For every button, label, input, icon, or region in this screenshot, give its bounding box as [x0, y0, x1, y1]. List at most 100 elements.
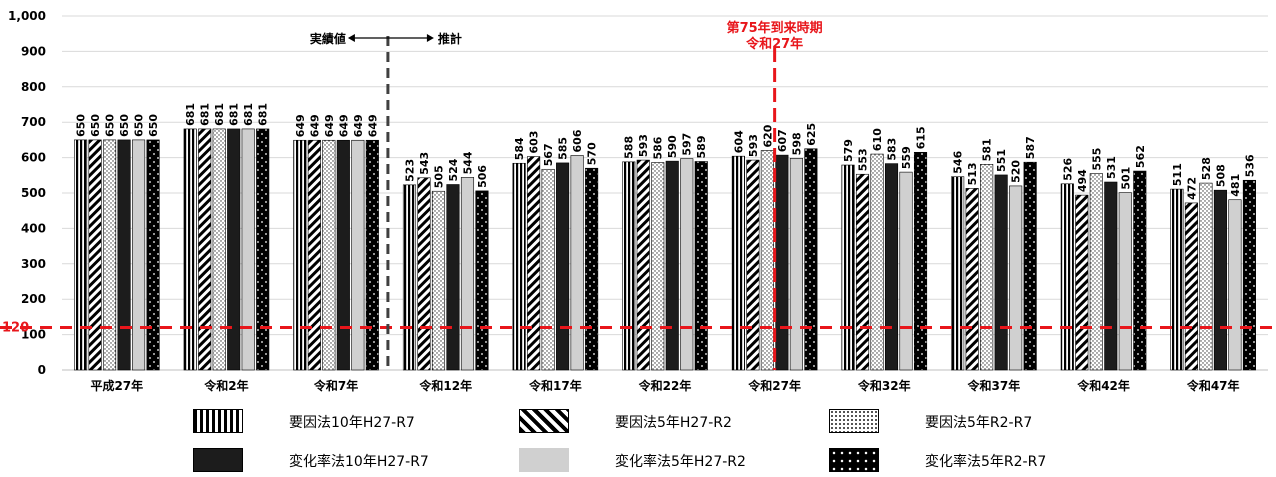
data-label: 513	[966, 162, 979, 185]
data-label: 523	[403, 159, 416, 182]
x-tick-label: 令和47年	[1186, 378, 1240, 393]
bar	[132, 139, 146, 371]
data-label: 650	[147, 114, 160, 137]
bar	[855, 173, 870, 371]
data-labels: 650 650 650 650 650 650 681 681 681 681 681 681 649 6…	[75, 103, 1257, 200]
reference-line-label: 120	[2, 321, 29, 336]
milestone-year-label: 令和27年	[746, 36, 803, 52]
data-label: 526	[1061, 157, 1074, 180]
data-label: 588	[623, 136, 636, 159]
data-label: 597	[681, 133, 694, 156]
bar	[1118, 192, 1132, 371]
bar	[965, 188, 979, 371]
data-label: 559	[900, 146, 913, 169]
data-label: 536	[1243, 154, 1256, 177]
data-label: 681	[242, 103, 255, 126]
bar	[1213, 189, 1227, 371]
data-label: 620	[761, 124, 774, 147]
milestone-label: 第75年到来時期	[727, 20, 823, 36]
bar	[884, 163, 899, 371]
bar	[1089, 173, 1103, 371]
bar	[431, 190, 446, 371]
data-label: 583	[886, 138, 899, 161]
data-label: 649	[352, 114, 365, 137]
x-tick-label: 令和27年	[747, 378, 801, 393]
bar	[1228, 199, 1242, 371]
data-label: 650	[104, 114, 117, 137]
data-label: 587	[1024, 136, 1037, 159]
data-label: 555	[1090, 148, 1103, 171]
x-tick-label: 平成27年	[90, 378, 143, 393]
bar	[951, 176, 965, 371]
bar	[198, 128, 212, 371]
y-tick-label: 900	[21, 44, 46, 58]
arrow-left-icon	[347, 34, 355, 42]
bar	[541, 168, 555, 371]
x-tick-label: 令和22年	[638, 378, 692, 393]
bar	[622, 161, 636, 371]
bar	[446, 184, 460, 371]
data-label: 603	[528, 131, 541, 154]
forecast-label: 推計	[438, 31, 462, 46]
bar	[365, 139, 379, 371]
data-label: 579	[842, 139, 855, 162]
arrow-right-icon	[426, 34, 434, 42]
data-label: 581	[981, 138, 994, 161]
bar	[980, 164, 994, 371]
x-tick-label: 令和7年	[313, 378, 358, 393]
bar	[1242, 179, 1256, 371]
bar	[651, 162, 665, 371]
x-tick-label: 令和12年	[418, 378, 472, 393]
bar	[1104, 181, 1118, 371]
bar	[183, 128, 197, 371]
data-label: 546	[952, 150, 965, 173]
data-label: 681	[213, 103, 226, 126]
bar	[665, 160, 679, 371]
bar	[512, 162, 526, 371]
data-label: 681	[257, 103, 270, 126]
x-tick-label: 令和42年	[1076, 378, 1130, 393]
data-label: 589	[695, 136, 708, 159]
bar	[789, 158, 803, 371]
bar	[636, 159, 650, 371]
bar	[760, 150, 774, 371]
bar	[870, 153, 884, 371]
bar	[212, 128, 226, 371]
bar	[460, 177, 475, 371]
bar	[293, 139, 307, 371]
bar	[336, 139, 350, 371]
bar	[1075, 194, 1089, 371]
data-label: 501	[1119, 167, 1132, 190]
data-label: 472	[1185, 177, 1198, 200]
bar	[117, 139, 131, 371]
data-label: 625	[805, 123, 818, 146]
bar	[475, 190, 489, 371]
data-label: 508	[1214, 164, 1227, 187]
data-label: 570	[586, 142, 599, 165]
data-label: 505	[432, 165, 445, 188]
data-label: 528	[1200, 157, 1213, 180]
x-tick-label: 令和32年	[857, 378, 911, 393]
data-label: 598	[790, 132, 803, 155]
bar	[1184, 202, 1198, 371]
data-label: 681	[228, 103, 241, 126]
bar	[694, 161, 708, 371]
data-label: 481	[1229, 174, 1242, 197]
bar	[913, 151, 928, 371]
data-label: 531	[1105, 156, 1118, 179]
data-label: 649	[294, 114, 307, 137]
bar	[322, 139, 336, 371]
y-tick-label: 700	[21, 115, 46, 129]
bar	[899, 171, 913, 371]
data-label: 650	[118, 114, 131, 137]
data-label: 551	[995, 149, 1008, 172]
data-label: 553	[857, 148, 870, 171]
bar	[680, 158, 694, 371]
y-tick-label: 800	[21, 80, 46, 94]
data-label: 681	[184, 103, 197, 126]
y-tick-label: 600	[21, 151, 46, 165]
data-label: 650	[89, 114, 102, 137]
bar	[841, 164, 855, 371]
bar	[1199, 182, 1213, 371]
